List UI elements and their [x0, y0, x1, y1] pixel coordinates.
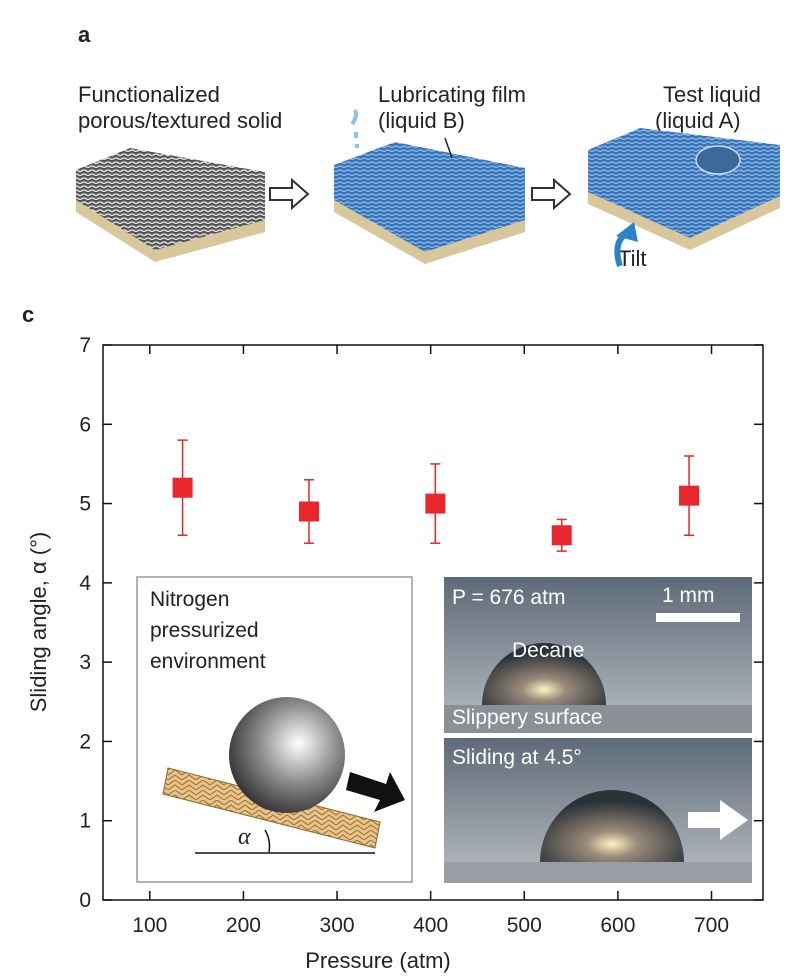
ball — [229, 697, 345, 813]
photo-text: Decane — [512, 639, 584, 662]
droplet — [696, 146, 740, 174]
drip — [352, 110, 357, 148]
test-label: Test liquid — [663, 82, 761, 107]
alpha-symbol: α — [238, 824, 251, 850]
x-tick-label: 300 — [320, 914, 355, 937]
figure: a Functionalized porous/textured solid L… — [0, 0, 793, 980]
inset-text: environment — [150, 650, 266, 673]
film-label: (liquid B) — [378, 108, 465, 133]
y-axis-label: Sliding angle, α (°) — [26, 532, 51, 713]
data-point — [173, 478, 193, 498]
x-tick-label: 100 — [132, 914, 167, 937]
panel-c: c Nitrogen pressurized environment α P =… — [22, 302, 763, 973]
x-tick-label: 700 — [694, 914, 729, 937]
panel-a: a Functionalized porous/textured solid L… — [76, 22, 780, 271]
x-tick-label: 200 — [226, 914, 261, 937]
film-label: Lubricating film — [378, 82, 526, 107]
photo-text: 1 mm — [662, 584, 715, 607]
y-tick-label: 1 — [79, 810, 91, 833]
panel-letter: a — [78, 22, 91, 47]
photo-floor — [444, 862, 752, 883]
arrow — [532, 180, 570, 208]
test-label: (liquid A) — [655, 108, 741, 133]
x-tick-label: 500 — [507, 914, 542, 937]
panel-letter: c — [22, 302, 34, 327]
lubricated-solid — [588, 128, 780, 238]
y-tick-label: 5 — [79, 493, 91, 516]
solid-label: Functionalized — [78, 82, 220, 107]
y-tick-label: 6 — [79, 413, 91, 436]
data-point — [299, 502, 319, 522]
photo-text: Slippery surface — [452, 706, 603, 729]
inset-text: Nitrogen — [150, 588, 229, 611]
y-tick-label: 3 — [79, 651, 91, 674]
photo-text: P = 676 atm — [452, 586, 565, 609]
photo-text: Sliding at 4.5° — [452, 746, 582, 769]
solid-label: porous/textured solid — [78, 108, 282, 133]
y-tick-label: 7 — [79, 334, 91, 357]
scale-bar — [656, 613, 740, 622]
x-tick-label: 400 — [413, 914, 448, 937]
inset-text: pressurized — [150, 619, 259, 642]
arrow — [270, 180, 308, 208]
data-point — [679, 486, 699, 506]
y-tick-label: 4 — [79, 572, 91, 595]
data-point — [552, 525, 572, 545]
x-tick-label: 600 — [600, 914, 635, 937]
tilt-label: Tilt — [618, 246, 647, 271]
y-tick-label: 2 — [79, 730, 91, 753]
data-point — [425, 494, 445, 514]
y-tick-label: 0 — [79, 889, 91, 912]
x-axis-label: Pressure (atm) — [305, 948, 450, 973]
